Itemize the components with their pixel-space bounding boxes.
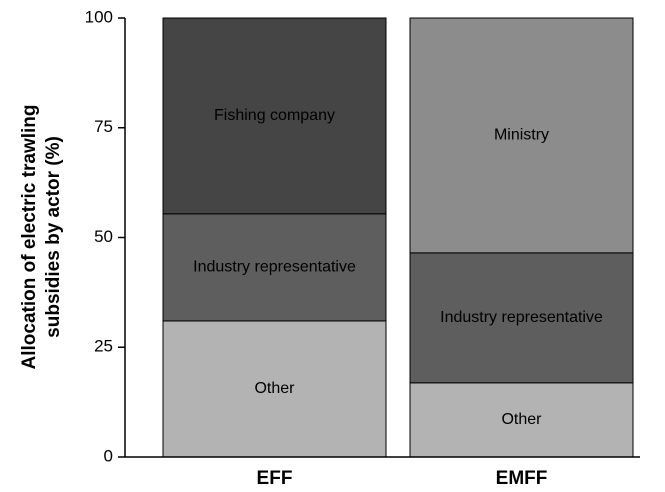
segment-label: Other	[254, 380, 295, 397]
y-tick-label: 75	[94, 117, 113, 136]
y-axis-label-line: Allocation of electric trawling	[19, 105, 40, 370]
y-tick-label: 0	[104, 446, 113, 465]
segment-label: Industry representative	[193, 259, 356, 276]
y-tick-label: 100	[85, 7, 113, 26]
segment-label: Industry representative	[440, 309, 603, 326]
segment-label: Other	[501, 411, 542, 428]
bar-segment	[162, 17, 387, 215]
segment-label: Fishing company	[214, 107, 335, 124]
x-tick-label: EMFF	[496, 468, 548, 489]
bar-segment	[162, 320, 387, 458]
y-axis-label: Allocation of electric trawling subsidie…	[19, 105, 64, 370]
segment-label: Ministry	[494, 127, 549, 144]
y-axis-label-line: subsidies by actor (%)	[43, 136, 64, 338]
bar-segment	[162, 213, 387, 322]
x-tick-label: EFF	[257, 468, 293, 489]
y-tick-label: 25	[94, 337, 113, 356]
bar-segment	[409, 252, 634, 384]
bar-segment	[409, 17, 634, 254]
y-tick-label: 50	[94, 227, 113, 246]
